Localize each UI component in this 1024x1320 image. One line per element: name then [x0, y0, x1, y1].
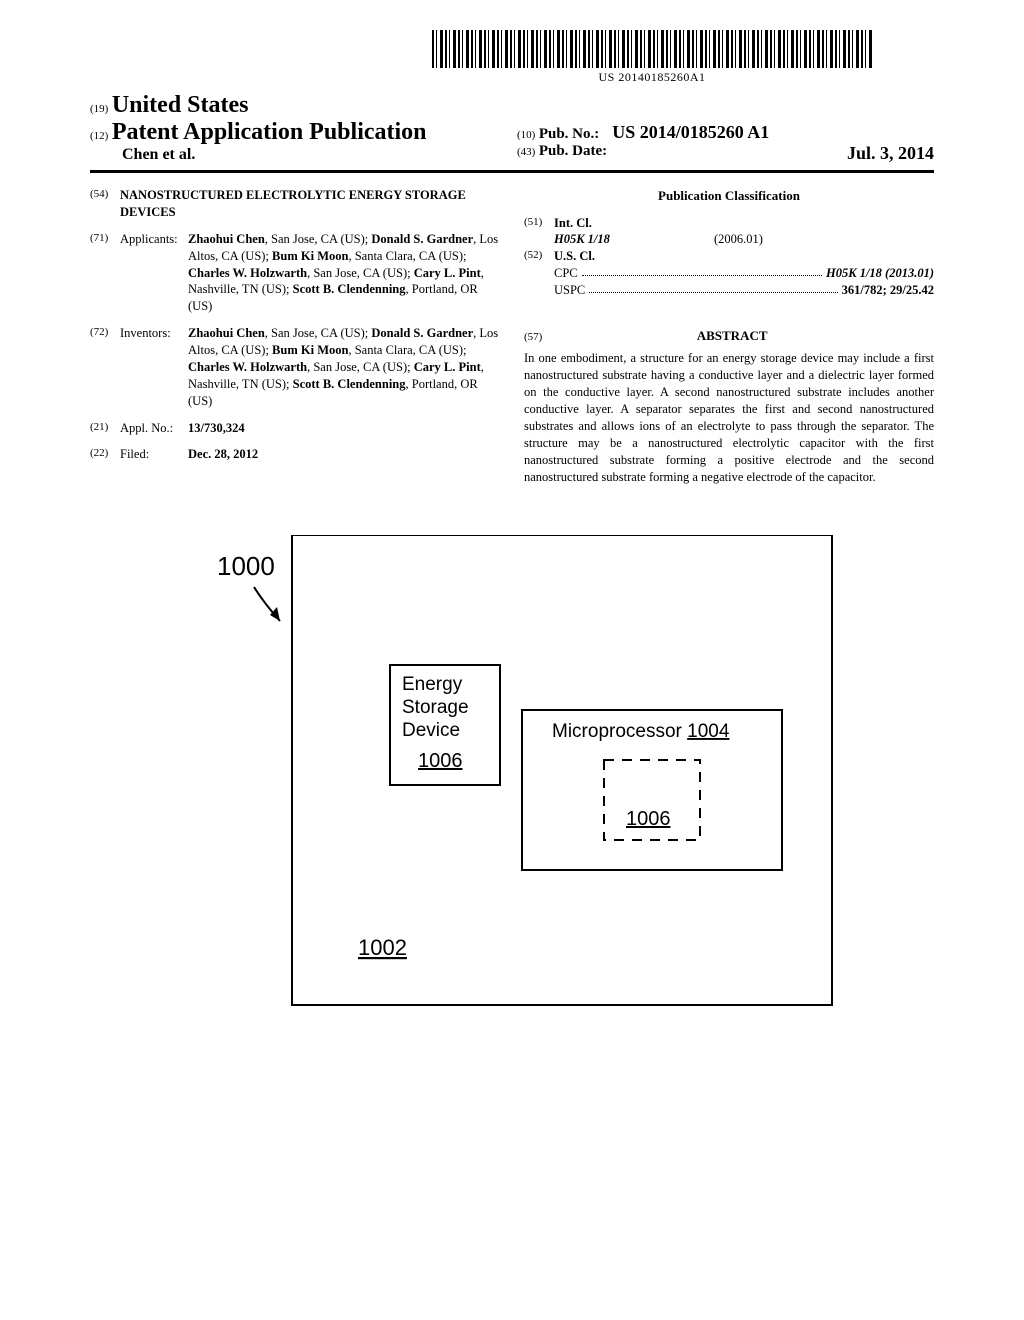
patent-page: US 20140185260A1 (19) United States (12)…	[0, 0, 1024, 1080]
abstract-header: (57) ABSTRACT	[524, 313, 934, 351]
ref-1002: 1002	[358, 935, 407, 960]
ref-1006-a: 1006	[418, 750, 463, 772]
cpc-label: CPC	[554, 265, 578, 282]
barcode-lines	[432, 30, 872, 68]
abstract-num: (57)	[524, 330, 554, 345]
us-cl-label: U.S. Cl.	[554, 248, 934, 265]
figure-area: 1000 Energy Storage Device 1006 Micropro…	[90, 535, 934, 1030]
ref-1004: 1004	[687, 721, 730, 742]
barcode-number: US 20140185260A1	[432, 70, 872, 85]
patent-figure: 1000 Energy Storage Device 1006 Micropro…	[162, 535, 862, 1025]
left-column: (54) NANOSTRUCTURED ELECTROLYTIC ENERGY …	[90, 187, 500, 485]
appl-no-value: 13/730,324	[188, 420, 500, 437]
int-cl-num: (51)	[524, 215, 554, 249]
cpc-value: H05K 1/18 (2013.01)	[826, 265, 934, 282]
filed-value: Dec. 28, 2012	[188, 446, 500, 463]
uspc-line: USPC 361/782; 29/25.42	[554, 282, 934, 299]
ref-1006-b: 1006	[626, 808, 671, 830]
dots-icon	[589, 282, 837, 293]
title-num: (54)	[90, 187, 120, 221]
us-cl-content: U.S. Cl. CPC H05K 1/18 (2013.01) USPC 36…	[554, 248, 934, 299]
int-cl-date: (2006.01)	[714, 231, 763, 248]
doc-type-num: (12)	[90, 130, 108, 142]
inventors-row: (72) Inventors: Zhaohui Chen, San Jose, …	[90, 325, 500, 409]
pub-date-num: (43)	[517, 146, 535, 158]
pub-date-label: Pub. Date:	[539, 143, 607, 159]
header-row: (19) United States (12) Patent Applicati…	[90, 92, 934, 164]
appl-no-label: Appl. No.:	[120, 420, 188, 437]
invention-title: NANOSTRUCTURED ELECTROLYTIC ENERGY STORA…	[120, 187, 500, 221]
pub-date-value: Jul. 3, 2014	[847, 143, 934, 164]
filed-num: (22)	[90, 446, 120, 463]
filed-label: Filed:	[120, 446, 188, 463]
inventors-num: (72)	[90, 325, 120, 409]
us-cl-row: (52) U.S. Cl. CPC H05K 1/18 (2013.01) US…	[524, 248, 934, 299]
applicants-label: Applicants:	[120, 231, 188, 315]
us-cl-num: (52)	[524, 248, 554, 299]
country-name: United States	[112, 92, 249, 118]
uspc-value: 361/782; 29/25.42	[842, 282, 934, 299]
energy-label-2: Storage	[402, 697, 469, 718]
doc-type: Patent Application Publication	[112, 119, 427, 145]
dots-icon	[582, 265, 822, 276]
pub-date-line: (43) Pub. Date: Jul. 3, 2014	[517, 143, 934, 160]
filed-row: (22) Filed: Dec. 28, 2012	[90, 446, 500, 463]
int-cl-content: Int. Cl. H05K 1/18 (2006.01)	[554, 215, 934, 249]
biblio-columns: (54) NANOSTRUCTURED ELECTROLYTIC ENERGY …	[90, 187, 934, 485]
inventors-value: Zhaohui Chen, San Jose, CA (US); Donald …	[188, 325, 500, 409]
applicants-num: (71)	[90, 231, 120, 315]
header-left: (19) United States (12) Patent Applicati…	[90, 92, 507, 164]
inventors-label: Inventors:	[120, 325, 188, 409]
barcode: US 20140185260A1	[432, 30, 872, 85]
right-column: Publication Classification (51) Int. Cl.…	[524, 187, 934, 485]
header-right: (10) Pub. No.: US 2014/0185260 A1 (43) P…	[507, 122, 934, 164]
pub-class-title: Publication Classification	[524, 187, 934, 205]
pub-no-label: Pub. No.:	[539, 126, 599, 142]
abstract-text: In one embodiment, a structure for an en…	[524, 350, 934, 485]
int-cl-code: H05K 1/18	[554, 231, 654, 248]
arrow-head-icon	[270, 607, 280, 621]
header-rule	[90, 170, 934, 173]
abstract-title: ABSTRACT	[557, 327, 907, 345]
pub-no-value: US 2014/0185260 A1	[612, 122, 769, 142]
pub-no-line: (10) Pub. No.: US 2014/0185260 A1	[517, 122, 934, 143]
applicants-row: (71) Applicants: Zhaohui Chen, San Jose,…	[90, 231, 500, 315]
int-cl-row: (51) Int. Cl. H05K 1/18 (2006.01)	[524, 215, 934, 249]
appl-no-num: (21)	[90, 420, 120, 437]
int-cl-label: Int. Cl.	[554, 215, 934, 232]
microprocessor-label: Microprocessor 1004	[552, 721, 730, 742]
country-line: (19) United States	[90, 92, 507, 119]
doc-type-line: (12) Patent Application Publication	[90, 119, 507, 146]
title-row: (54) NANOSTRUCTURED ELECTROLYTIC ENERGY …	[90, 187, 500, 221]
cpc-line: CPC H05K 1/18 (2013.01)	[554, 265, 934, 282]
energy-label-3: Device	[402, 720, 460, 741]
ref-1000: 1000	[217, 551, 275, 581]
appl-no-row: (21) Appl. No.: 13/730,324	[90, 420, 500, 437]
barcode-area: US 20140185260A1	[370, 30, 934, 86]
uspc-label: USPC	[554, 282, 585, 299]
int-cl-line: H05K 1/18 (2006.01)	[554, 231, 934, 248]
applicants-value: Zhaohui Chen, San Jose, CA (US); Donald …	[188, 231, 500, 315]
authors-line: Chen et al.	[122, 146, 507, 164]
energy-label-1: Energy	[402, 674, 463, 695]
country-num: (19)	[90, 103, 108, 115]
pub-no-num: (10)	[517, 129, 535, 141]
